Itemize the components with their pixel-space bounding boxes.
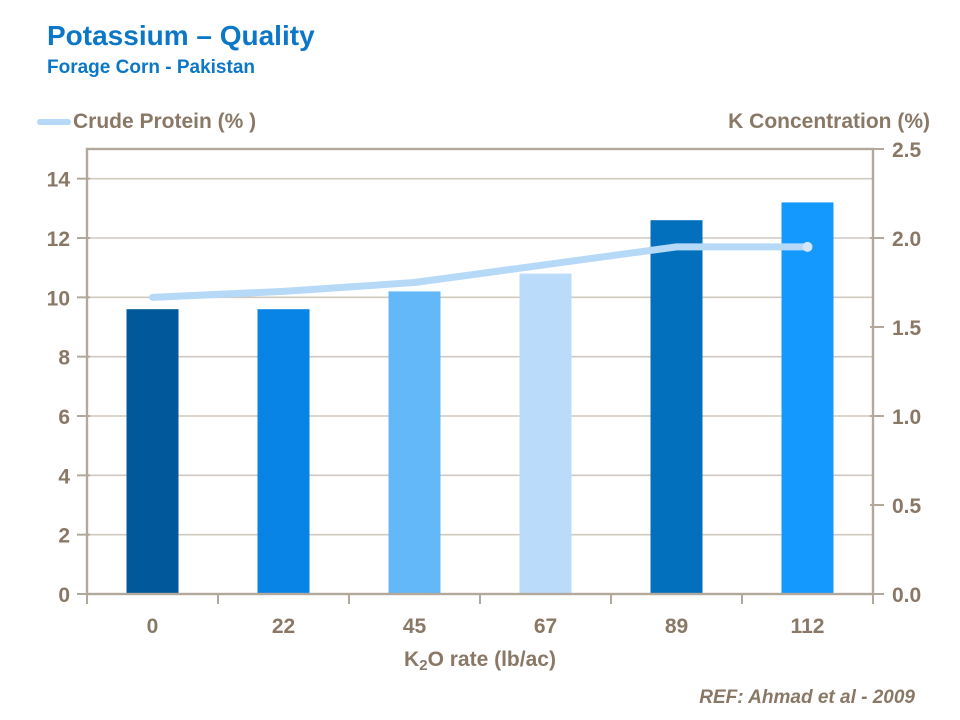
bar-k-concentration bbox=[650, 220, 703, 594]
x-axis-title-prefix: K bbox=[404, 648, 420, 671]
bar-k-concentration bbox=[257, 309, 310, 594]
page-title: Potassium – Quality bbox=[47, 20, 315, 51]
right-axis-tick-label: 2.5 bbox=[892, 139, 922, 162]
x-axis-tick-label: 45 bbox=[403, 615, 427, 638]
right-axis-tick-label: 1.5 bbox=[892, 317, 922, 340]
left-axis-tick-label: 4 bbox=[58, 465, 70, 488]
right-axis-tick-label: 0.0 bbox=[892, 584, 921, 607]
right-axis-tick-label: 1.0 bbox=[892, 406, 921, 429]
reference-text: REF: Ahmad et al - 2009 bbox=[699, 687, 915, 708]
plot-border bbox=[85, 147, 875, 596]
x-axis-tick-label: 89 bbox=[665, 615, 688, 638]
legend: Crude Protein (% ) bbox=[37, 108, 256, 136]
left-axis-tick-label: 10 bbox=[47, 287, 70, 310]
right-axis-tick-label: 2.0 bbox=[892, 228, 921, 251]
left-axis-tick-label: 2 bbox=[58, 525, 70, 548]
left-axis-tick-label: 12 bbox=[47, 228, 70, 251]
left-axis-tick-label: 14 bbox=[47, 169, 71, 192]
x-axis-title-subscript: 2 bbox=[419, 657, 428, 674]
x-axis-title: K2O rate (lb/ac) bbox=[87, 648, 873, 674]
line-series-swatch-icon bbox=[37, 119, 71, 125]
left-axis-tick-label: 8 bbox=[58, 347, 70, 370]
legend-label: Crude Protein (% ) bbox=[73, 110, 257, 133]
left-axis-tick-label: 0 bbox=[58, 584, 70, 607]
right-axis-tick-label: 0.5 bbox=[892, 495, 922, 518]
bar-k-concentration bbox=[126, 309, 179, 594]
x-axis-title-suffix: O rate (lb/ac) bbox=[427, 648, 556, 671]
bar-k-concentration bbox=[388, 291, 441, 594]
page-subtitle: Forage Corn - Pakistan bbox=[47, 57, 255, 78]
x-axis-tick-label: 67 bbox=[534, 615, 557, 638]
crude-protein-line bbox=[149, 243, 811, 301]
bar-k-concentration bbox=[519, 273, 572, 594]
bar-k-concentration bbox=[781, 202, 834, 594]
left-axis-tick-label: 6 bbox=[58, 406, 70, 429]
line-end-marker bbox=[802, 241, 813, 252]
x-axis-tick-label: 112 bbox=[791, 615, 825, 638]
x-axis-tick-label: 0 bbox=[147, 615, 159, 638]
x-axis-tick-label: 22 bbox=[272, 615, 295, 638]
right-axis-title: K Concentration (%) bbox=[728, 110, 930, 133]
